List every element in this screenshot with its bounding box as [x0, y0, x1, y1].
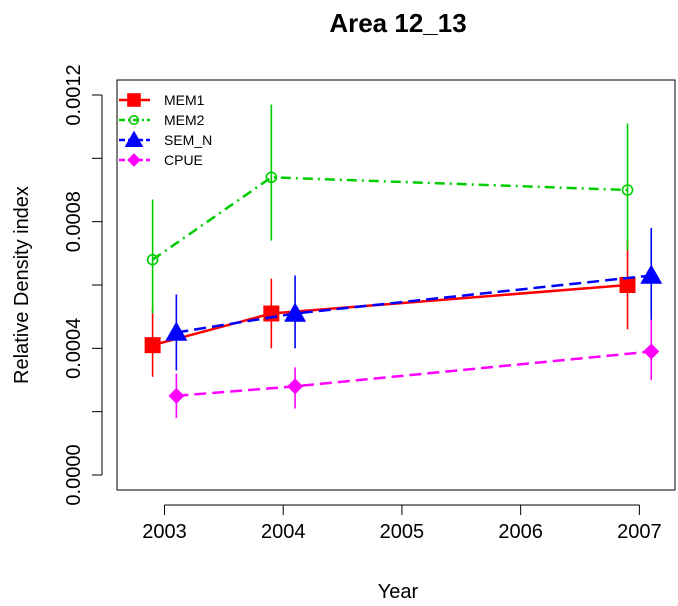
series-mem2	[146, 104, 634, 314]
series-layer	[144, 104, 663, 418]
data-point	[643, 343, 660, 360]
y-tick-label: 0.0012	[63, 64, 85, 125]
x-axis-label: Year	[378, 581, 419, 603]
legend-item: CPUE	[119, 152, 203, 168]
x-tick-label: 2007	[617, 521, 662, 543]
data-point	[284, 302, 307, 322]
data-point	[165, 321, 188, 341]
series-mem1	[144, 240, 636, 377]
y-tick-label: 0.0004	[63, 318, 85, 379]
chart-title: Area 12_13	[329, 8, 466, 38]
legend-swatch-marker	[124, 130, 144, 148]
data-point	[168, 387, 185, 404]
data-point	[621, 184, 634, 196]
legend: MEM1 MEM2 SEM_N CPUE	[119, 92, 212, 168]
legend-swatch-marker	[127, 153, 141, 167]
series-sem-n	[165, 228, 663, 371]
series-line	[176, 274, 652, 334]
data-point	[146, 253, 159, 266]
legend-swatch-marker	[128, 114, 140, 126]
legend-item: SEM_N	[119, 130, 212, 148]
x-tick-label: 2003	[142, 521, 187, 543]
x-axis: 2003 2004 2005 2006 2007	[142, 504, 662, 543]
series-cpue	[168, 319, 660, 418]
data-point	[640, 264, 663, 284]
legend-item: MEM1	[119, 92, 205, 108]
data-point	[265, 171, 278, 184]
x-tick-label: 2005	[380, 521, 425, 543]
x-tick-label: 2004	[261, 521, 306, 543]
legend-label: CPUE	[164, 152, 203, 168]
y-tick-label: 0.0008	[63, 191, 85, 252]
legend-label: MEM2	[164, 112, 205, 128]
series-line	[151, 176, 628, 261]
y-axis: 0.0000 0.0004 0.0008 0.0012	[63, 64, 103, 506]
series-line	[176, 350, 652, 398]
plot-frame	[116, 79, 676, 491]
y-tick-label: 0.0000	[63, 444, 85, 505]
y-axis-label: Relative Density index	[11, 186, 33, 384]
legend-label: SEM_N	[164, 132, 212, 148]
legend-label: MEM1	[164, 92, 205, 108]
series-line	[152, 283, 628, 347]
x-tick-label: 2006	[498, 521, 543, 543]
data-point	[619, 277, 636, 293]
data-point	[287, 378, 304, 395]
data-point	[144, 337, 161, 354]
legend-swatch-marker	[127, 93, 141, 107]
legend-item: MEM2	[119, 112, 205, 128]
